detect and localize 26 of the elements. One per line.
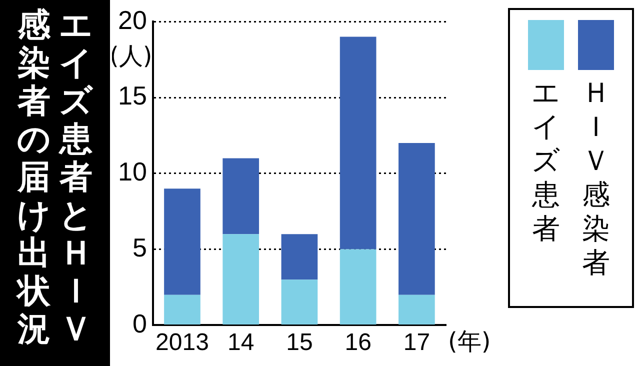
x-tick-label: 2013 bbox=[156, 329, 209, 356]
bar bbox=[222, 158, 260, 234]
y-tick-label: 5 bbox=[132, 232, 147, 262]
x-tick-label: 16 bbox=[344, 329, 372, 356]
text: 感染者の届け出状況 bbox=[17, 5, 51, 348]
bar bbox=[164, 188, 200, 295]
bar bbox=[340, 249, 376, 324]
bar bbox=[164, 294, 200, 324]
x-tick-label: 14 bbox=[227, 329, 254, 356]
bar bbox=[281, 280, 318, 324]
bar bbox=[398, 143, 435, 295]
y-tick-label: 0 bbox=[132, 308, 147, 338]
bar bbox=[222, 234, 260, 324]
bar bbox=[340, 36, 376, 250]
y-tick-label: 20 bbox=[118, 4, 147, 35]
text: (年) bbox=[448, 327, 491, 356]
bar bbox=[281, 234, 318, 280]
y-tick-label: 15 bbox=[118, 80, 147, 111]
x-tick-label: 15 bbox=[286, 329, 313, 356]
legend-label: ＨＩＶ感染者 bbox=[582, 76, 610, 280]
legend-label: エイズ患者 bbox=[532, 76, 560, 246]
y-tick-label: 10 bbox=[118, 156, 147, 187]
y-axis-title: (人) bbox=[110, 42, 152, 70]
x-tick-label: 17 bbox=[403, 329, 430, 356]
bar bbox=[398, 294, 435, 324]
chart-title: エイズ患者とＨＩＶ bbox=[59, 5, 93, 348]
